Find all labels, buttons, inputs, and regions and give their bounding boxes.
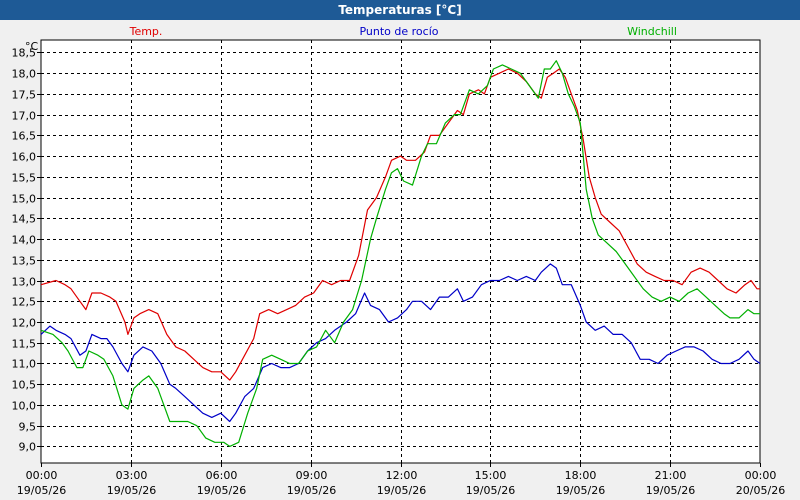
series-line — [40, 263, 761, 423]
x-tick-label-time: 09:00 — [296, 469, 328, 482]
x-tick-label-date: 19/05/26 — [556, 484, 605, 497]
x-tick-label-date: 20/05/26 — [736, 484, 785, 497]
y-tick-label: 15,5 — [12, 172, 37, 185]
y-tick-label: 12,5 — [12, 296, 37, 309]
legend-entry: Temp. — [129, 25, 163, 38]
y-tick-label: 14,0 — [12, 234, 37, 247]
y-tick-label: 16,0 — [12, 151, 37, 164]
y-tick-label: 11,5 — [12, 338, 37, 351]
x-tick-label-time: 18:00 — [565, 469, 597, 482]
series-lines — [40, 60, 761, 447]
x-tick-label-date: 19/05/26 — [377, 484, 426, 497]
x-tick-label-time: 21:00 — [655, 469, 687, 482]
y-tick-label: 18,5 — [12, 47, 37, 60]
x-tick-label-date: 19/05/26 — [197, 484, 246, 497]
x-tick-label-time: 00:00 — [26, 469, 58, 482]
grid-lines — [41, 40, 760, 463]
x-tick-label-date: 19/05/26 — [466, 484, 515, 497]
x-tick-label-date: 19/05/26 — [17, 484, 66, 497]
series-line — [40, 60, 760, 447]
y-tick-label: 9,0 — [19, 441, 37, 454]
y-tick-label: 14,5 — [12, 213, 37, 226]
plot-area — [40, 39, 761, 464]
x-tick-label-time: 06:00 — [206, 469, 238, 482]
legend-entry: Windchill — [627, 25, 677, 38]
x-tick-label-time: 15:00 — [475, 469, 507, 482]
legend-entry: Punto de rocío — [359, 25, 438, 38]
x-tick-label-date: 19/05/26 — [646, 484, 695, 497]
y-tick-label: 12,0 — [12, 317, 37, 330]
legend: Temp. Punto de rocío Windchill — [129, 25, 677, 38]
x-tick-label-time: 00:00 — [745, 469, 777, 482]
temperature-chart: 9,0 9,5 10,0 10,5 11,0 11,5 12,0 12,5 13,0 13,5 14… — [12, 25, 786, 497]
y-tick-label: 17,0 — [12, 110, 37, 123]
y-tick-label: 13,5 — [12, 255, 37, 268]
y-tick-label: 18,0 — [12, 68, 37, 81]
y-tick-label: 10,5 — [12, 379, 37, 392]
x-tick-label-time: 03:00 — [116, 469, 148, 482]
y-tick-label: 9,5 — [19, 421, 37, 434]
x-axis: 00:00 19/05/26 03:00 19/05/26 06:00 19/05/26 0… — [17, 463, 785, 497]
y-tick-label: 10,0 — [12, 400, 37, 413]
y-tick-label: 11,0 — [12, 358, 37, 371]
y-tick-label: 17,5 — [12, 89, 37, 102]
y-unit-label: °C — [25, 40, 39, 53]
chart-title: Temperaturas [°C] — [0, 0, 800, 20]
y-tick-label: 13,0 — [12, 276, 37, 289]
series-line — [40, 68, 760, 381]
x-tick-label-date: 19/05/26 — [287, 484, 336, 497]
y-tick-label: 16,5 — [12, 130, 37, 143]
y-tick-label: 15,0 — [12, 193, 37, 206]
y-axis: 9,0 9,5 10,0 10,5 11,0 11,5 12,0 12,5 13,0 13,5 14… — [12, 47, 41, 454]
x-tick-label-date: 19/05/26 — [107, 484, 156, 497]
x-tick-label-time: 12:00 — [386, 469, 418, 482]
